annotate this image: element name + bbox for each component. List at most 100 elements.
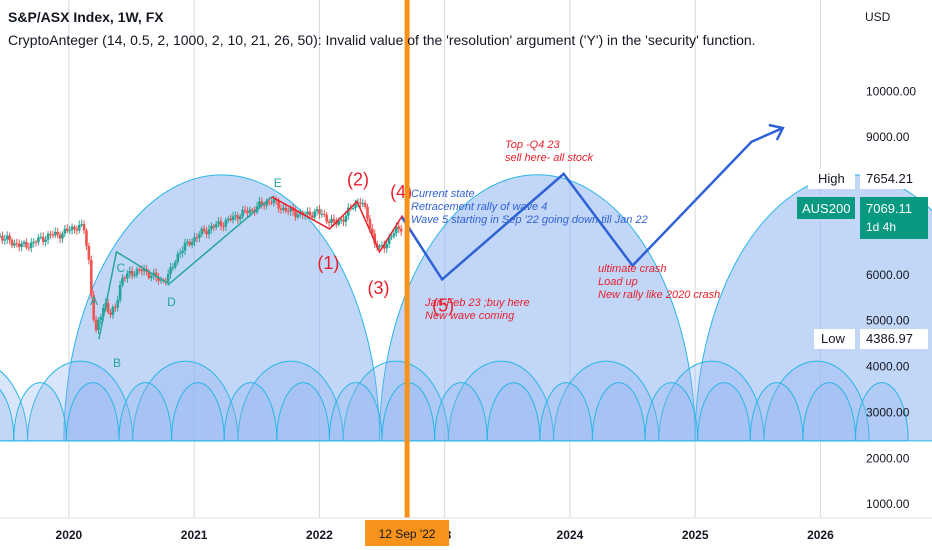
candle-body [195,237,199,239]
candle-body [224,220,228,227]
candle-body [250,209,254,211]
time-axis[interactable]: 2020202120222320242025202612 Sep '22 [0,517,932,546]
candle-body [147,271,151,278]
candle-body [109,312,112,315]
candle-body [258,201,261,207]
candle-body [176,254,180,263]
time-tick-2024: 2024 [557,528,584,542]
big-cycle-arc [63,174,381,442]
wave-label-D: D [167,295,176,309]
candle-body [399,228,403,232]
candle-body [296,214,300,218]
time-tick-2022: 2022 [306,528,333,542]
annotation-notes: Current state Retracement rally of wave 4… [411,139,720,322]
candle-body [186,241,189,243]
tiny-cycle-arc [802,382,856,442]
candle-body [270,202,273,204]
candle-body [1,235,4,241]
time-tick-2021: 2021 [181,528,208,542]
candle-body [217,221,220,225]
candle-body [130,270,134,276]
candle-body [140,269,144,272]
candle-body [335,221,338,225]
wave-label-B: B [113,356,121,370]
candle-body [68,230,71,232]
candle-body [157,277,160,281]
tiny-cycle-arc [854,382,909,442]
candle-body [20,243,23,247]
candle-body [101,307,105,317]
candle-body [15,243,19,245]
candle-body [241,209,244,217]
candle-body [378,246,381,248]
price-tick-label: 10000.00 [866,84,916,98]
candle-body [368,218,372,229]
wave-label-5: (5) [432,295,454,315]
candle-body [85,230,88,246]
note-top-q4-23: Top -Q4 23 sell here- all stock [505,139,594,164]
candle-body [294,211,297,218]
note-current-state: Current state Retracement rally of wave 4… [411,188,648,226]
candle-body [246,211,249,214]
candle-body [344,215,348,222]
cursor-date-label: 12 Sep '22 [379,527,436,541]
forecast-path [401,123,785,282]
low-tag-bg [814,329,855,349]
candle-body [13,243,16,246]
candle-body [106,302,110,313]
price-tick-label: 3000.00 [866,405,910,419]
price-tick-label: 4000.00 [866,360,910,374]
forecast-line [401,126,784,282]
candle-body [142,269,146,272]
candle-body [222,226,225,228]
note-current-state-line: Current state [411,188,475,200]
small-cycle-arc [342,360,449,442]
candle-body [87,245,91,260]
candle-body [332,218,336,222]
low-value: 4386.97 [866,331,913,346]
candle-body [70,226,74,231]
small-cycle-arc [132,360,239,442]
small-cycle-arc [237,360,344,442]
candle-body [126,273,129,279]
symbol-value: 7069.11 [866,201,912,216]
candle-body [114,306,117,308]
candle-body [51,234,55,236]
candle-body [306,211,309,215]
candle-body [354,202,357,209]
candle-body [226,218,230,221]
candle-body [171,266,175,268]
candle-body [207,229,211,235]
candle-body [75,228,79,231]
symbol-value-bg [860,197,928,239]
candle-body [390,236,393,238]
big-cycle-arc [694,175,932,442]
time-tick-2020: 2020 [56,528,83,542]
candle-body [8,235,11,241]
candle-body [138,269,141,271]
tiny-cycle-arc [0,388,15,442]
candle-body [3,239,7,241]
candle-body [243,209,247,212]
symbol-badge-bg [797,197,855,219]
candle-body [188,241,192,246]
candle-body [383,245,386,249]
big-cycle-arc [379,174,696,442]
candle-body [159,279,163,281]
small-cycle-arc [447,360,555,442]
high-value: 7654.21 [866,171,913,186]
candle-body [315,209,319,212]
price-axis[interactable]: USD10000.009000.008000.006000.005000.004… [797,10,928,511]
candle-body [337,220,341,225]
candle-body [308,211,312,216]
candle-body [313,211,316,218]
candle-body [53,232,57,236]
candle-body [44,239,47,242]
candle-body [118,285,122,301]
candle-body [133,275,136,277]
candle-body [73,226,76,229]
price-tick-label: 9000.00 [866,130,910,144]
candle-body [327,221,331,223]
chart-title[interactable]: S&P/ASX Index, 1W, FX [8,9,164,25]
